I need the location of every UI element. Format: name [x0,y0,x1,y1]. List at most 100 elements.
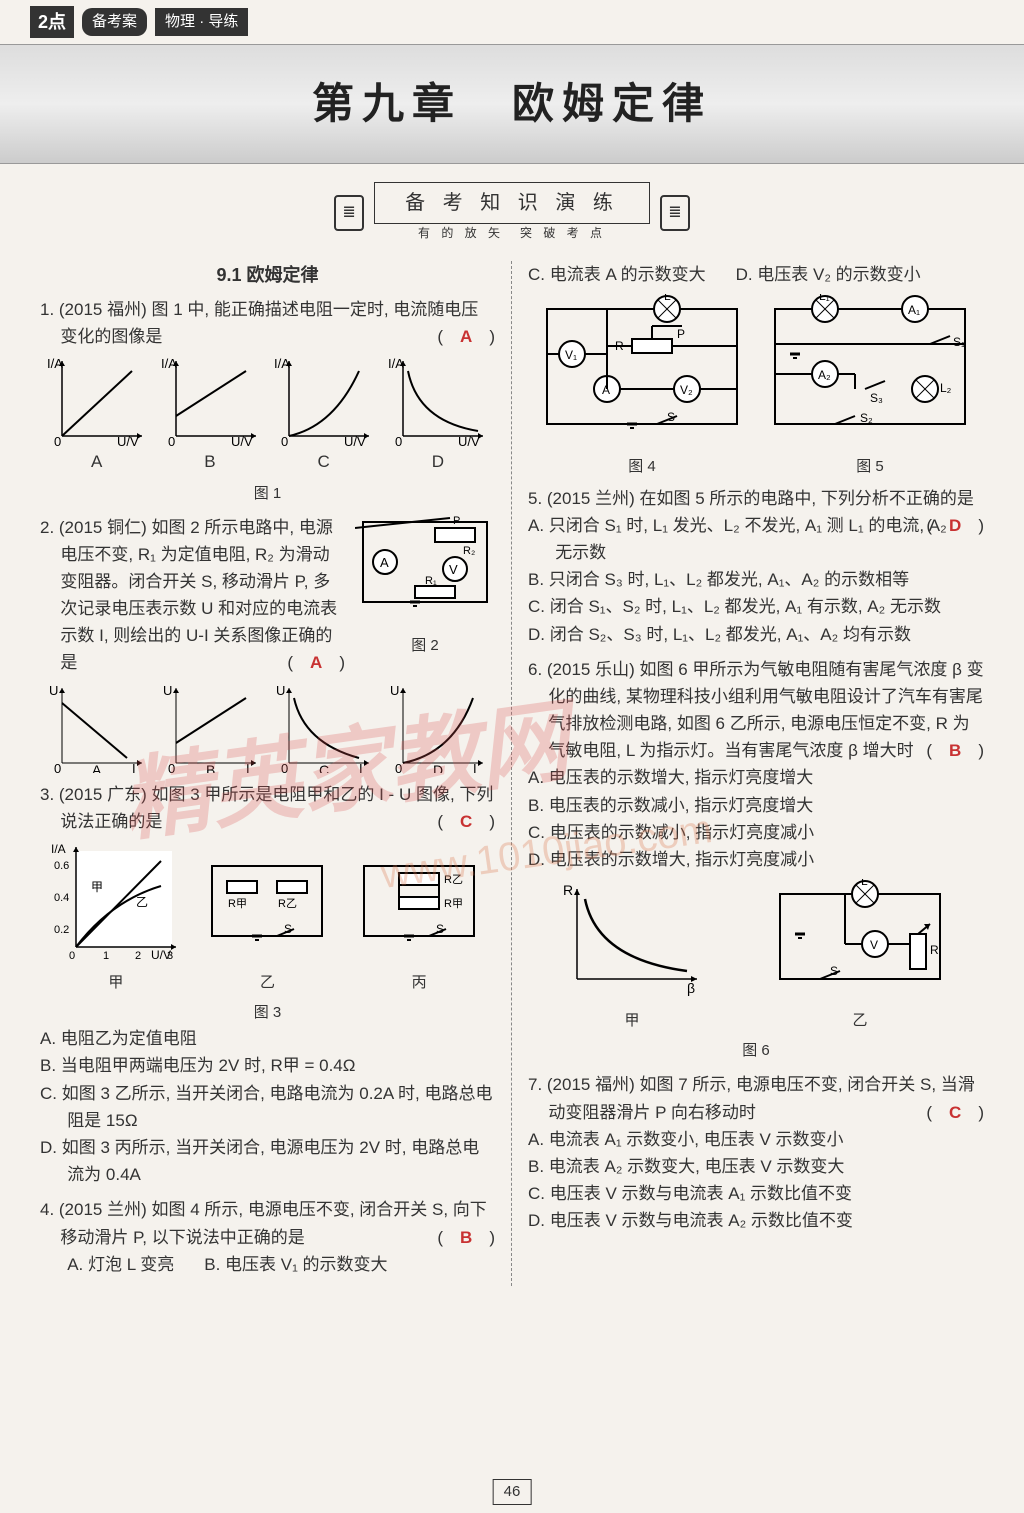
q1-graph-d: I/A U/V 0 [388,356,488,446]
q6-fig-label: 图 6 [528,1039,984,1063]
svg-text:3: 3 [167,950,173,961]
q1-stem: 1. (2015 福州) 图 1 中, 能正确描述电阻一定时, 电流随电压变化的… [60,296,495,350]
q1-graph-c: I/A U/V 0 [274,356,374,446]
fig5-label: 图 5 [765,455,975,479]
page-number: 46 [493,1479,532,1505]
q2b-y: U [163,683,172,698]
section-heading: ≣ 备 考 知 识 演 练 有 的 放 矢 突 破 考 点 ≣ [0,182,1024,243]
q6-opt-d: D. 电压表的示数增大, 指示灯亮度减小 [555,846,984,873]
q2-label-a: A [92,762,102,773]
q2-label-d: D [433,762,443,773]
q6-stem-text: 6. (2015 乐山) 如图 6 甲所示为气敏电阻随有害尾气浓度 β 变化的曲… [528,660,984,761]
q1d-ylabel: I/A [388,356,404,371]
q3-answer-paren: ( C ) [458,808,495,835]
q6-xlabel: β [687,980,695,996]
q1a-ylabel: I/A [47,356,63,371]
svg-text:S₃: S₃ [870,391,883,405]
svg-text:0.6: 0.6 [54,860,69,872]
q3-chart-jia: I/A U/V 0.60.40.2 0123 甲 乙 甲 [51,841,181,995]
fig-4-5-row: L V₁ R P A V₂ S 图 4 L₁ A₁ [528,294,984,478]
q6-cap-jia: 甲 [557,1009,707,1033]
q2d-y: U [390,683,399,698]
q1-graphs: I/A U/V 0 I/A U/V 0 I/A U/V [40,356,495,446]
svg-text:S: S [436,922,444,936]
q4-opt-c: C. 电流表 A 的示数变大 [528,261,706,288]
q2d-x: I [473,761,477,773]
subject-badge: 物理 · 导练 [155,8,248,36]
q1-graph-b: I/A U/V 0 [161,356,261,446]
svg-text:0.4: 0.4 [54,892,69,904]
q5-opt-a: A. 只闭合 S₁ 时, L₁ 发光、L₂ 不发光, A₁ 测 L₁ 的电流, … [555,512,984,566]
q3-stem-text: 3. (2015 广东) 如图 3 甲所示是电阻甲和乙的 I - U 图像, 下… [40,785,493,831]
q3-cap-bing: 丙 [354,971,484,995]
q7-opt-c: C. 电压表 V 示数与电流表 A₁ 示数比值不变 [555,1180,984,1207]
q2-answer: A [310,653,322,672]
svg-text:0: 0 [54,761,61,773]
q6-answer-paren: ( B ) [947,737,984,764]
question-6: 6. (2015 乐山) 如图 6 甲所示为气敏电阻随有害尾气浓度 β 变化的曲… [528,656,984,1064]
q1b-xlabel: U/V [231,434,253,446]
svg-text:S: S [284,922,292,936]
svg-text:R₁: R₁ [425,575,437,587]
svg-text:S₂: S₂ [860,411,873,425]
q1-answer-paren: ( A ) [458,323,495,350]
q3-cap-jia: 甲 [51,971,181,995]
question-7: 7. (2015 福州) 如图 7 所示, 电源电压不变, 闭合开关 S, 当滑… [528,1071,984,1234]
svg-text:V₂: V₂ [680,383,693,397]
figure-4: L V₁ R P A V₂ S 图 4 [537,294,747,478]
svg-text:V: V [870,938,878,952]
q1-answer: A [460,327,472,346]
q2-circuit: A R₂ P V R₁ 图 2 [355,514,495,677]
section-main-label: 备 考 知 识 演 练 [374,182,650,224]
q1-label-a: A [91,448,102,475]
series-pill: 备考案 [82,8,147,36]
q1-label-c: C [318,448,330,475]
q2-graph-d: U I 0 D [388,683,488,773]
q5-answer: D [949,516,961,535]
q2-graph-c: U I 0 C [274,683,374,773]
q5-opt-b: B. 只闭合 S₃ 时, L₁、L₂ 都发光, A₁、A₂ 的示数相等 [555,566,984,593]
svg-text:P: P [453,515,460,527]
q3-opt-a: A. 电阻乙为定值电阻 [67,1025,495,1052]
svg-text:0: 0 [281,434,288,446]
q7-opt-b: B. 电流表 A₂ 示数变大, 电压表 V 示数变大 [555,1153,984,1180]
q5-answer-paren: ( D ) [947,512,984,539]
svg-text:0: 0 [54,434,61,446]
svg-text:A: A [380,555,389,570]
svg-text:A₂: A₂ [818,368,831,382]
q5-opt-d: D. 闭合 S₂、S₃ 时, L₁、L₂ 都发光, A₁、A₂ 均有示数 [555,621,984,648]
q4-stem-text: 4. (2015 兰州) 如图 4 所示, 电源电压不变, 闭合开关 S, 向下… [40,1200,487,1246]
q1c-ylabel: I/A [274,356,290,371]
q7-opt-a: A. 电流表 A₁ 示数变小, 电压表 V 示数变小 [555,1126,984,1153]
q2c-y: U [276,683,285,698]
svg-text:0: 0 [69,950,75,961]
q2a-x: I [132,761,136,773]
question-3: 3. (2015 广东) 如图 3 甲所示是电阻甲和乙的 I - U 图像, 下… [40,781,495,1189]
q2-fig-label: 图 2 [355,634,495,658]
q1-fig-label: 图 1 [40,482,495,506]
q4-opt-d: D. 电压表 V₂ 的示数变小 [736,261,921,288]
svg-text:S₁: S₁ [953,335,965,349]
q2-graph-b: U I 0 B [161,683,261,773]
section-sub-label: 有 的 放 矢 突 破 考 点 [374,224,650,243]
page-header: 2点 备考案 物理 · 导练 [0,0,1024,44]
q6-ylabel: R [563,882,573,898]
svg-text:A₁: A₁ [908,303,920,317]
q6-stem: 6. (2015 乐山) 如图 6 甲所示为气敏电阻随有害尾气浓度 β 变化的曲… [548,656,984,765]
svg-text:V₁: V₁ [565,348,577,362]
svg-text:0: 0 [395,434,402,446]
svg-text:R乙: R乙 [278,897,297,910]
logo-badge: 2点 [30,6,74,39]
q3-opt-c: C. 如图 3 乙所示, 当开关闭合, 电路电流为 0.2A 时, 电路总电阻是… [67,1080,495,1134]
svg-text:P: P [677,327,685,341]
svg-text:0: 0 [281,761,288,773]
section-icon-left: ≣ [334,195,364,231]
q2-stem-text: 2. (2015 铜仁) 如图 2 所示电路中, 电源电压不变, R₁ 为定值电… [40,518,337,673]
q1b-ylabel: I/A [161,356,177,371]
q4-opt-a: A. 灯泡 L 变亮 [67,1251,174,1278]
q5-stem-text: 5. (2015 兰州) 在如图 5 所示的电路中, 下列分析不正确的是 [528,489,974,508]
question-2: 2. (2015 铜仁) 如图 2 所示电路中, 电源电压不变, R₁ 为定值电… [40,514,495,773]
svg-text:R甲: R甲 [228,898,247,910]
q7-stem: 7. (2015 福州) 如图 7 所示, 电源电压不变, 闭合开关 S, 当滑… [548,1071,984,1125]
svg-text:0: 0 [395,761,402,773]
